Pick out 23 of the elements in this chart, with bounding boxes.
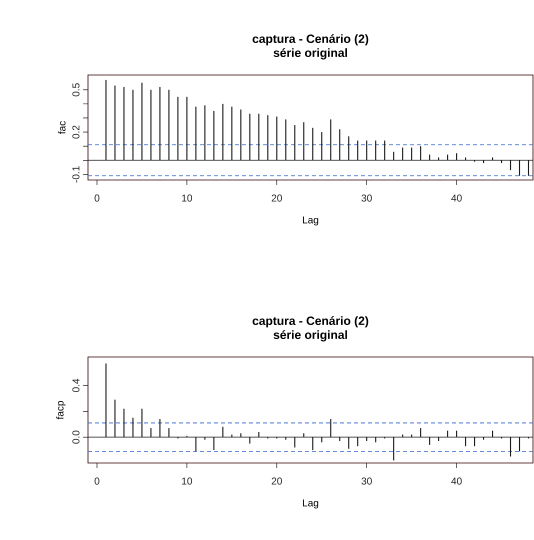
x-tick-label: 0 — [94, 194, 100, 202]
x-tick-label: 30 — [362, 194, 372, 202]
x-axis-title: Lag — [302, 499, 318, 508]
x-tick-label: 30 — [362, 478, 372, 485]
x-tick-label: 0 — [94, 478, 100, 485]
chart-title: captura - Cenário (2) — [252, 316, 368, 328]
x-tick-label: 10 — [182, 478, 192, 485]
chart-subtitle: série original — [274, 330, 347, 342]
y-axis-title: facp — [56, 400, 66, 420]
x-tick-label: 40 — [451, 478, 462, 485]
x-tick-label: 10 — [182, 194, 192, 202]
y-tick-label: 0.0 — [72, 430, 80, 444]
y-axis-title: fac — [58, 121, 66, 134]
y-tick-label: 0.4 — [72, 378, 80, 392]
x-tick-label: 40 — [451, 194, 462, 202]
chart-subtitle: série original — [274, 48, 347, 60]
y-tick-label: 0.2 — [72, 126, 80, 139]
y-tick-label: 0.5 — [72, 83, 80, 96]
x-tick-label: 20 — [272, 478, 282, 485]
x-axis-title: Lag — [302, 216, 318, 226]
y-tick-label: -0.1 — [72, 166, 80, 183]
x-tick-label: 20 — [272, 194, 282, 202]
chart-title: captura - Cenário (2) — [252, 34, 368, 46]
